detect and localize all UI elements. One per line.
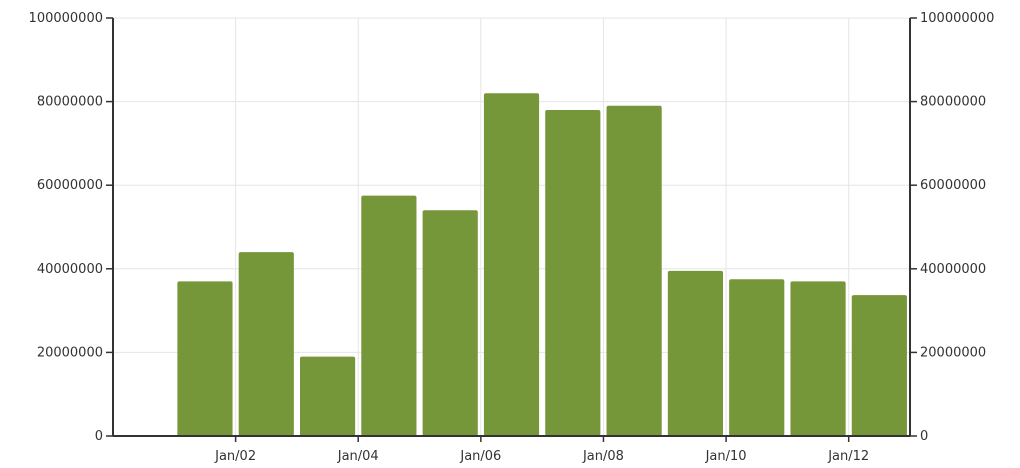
bar-2003 xyxy=(299,356,356,436)
right-y-tick-label: 20000000 xyxy=(920,345,986,360)
x-tick-label: Jan/02 xyxy=(214,449,256,464)
bar-2009 xyxy=(667,270,724,436)
bar-2012 xyxy=(851,295,907,436)
left-y-tick-label: 100000000 xyxy=(29,11,103,26)
bar-2004 xyxy=(361,195,417,436)
bar-2005 xyxy=(422,210,478,436)
right-y-tick-label: 60000000 xyxy=(920,178,986,193)
x-tick-label: Jan/08 xyxy=(582,449,624,464)
right-y-tick-label: 0 xyxy=(920,429,928,444)
left-y-tick-label: 20000000 xyxy=(37,345,103,360)
x-tick-label: Jan/10 xyxy=(705,449,747,464)
right-y-tick-label: 40000000 xyxy=(920,262,986,277)
bar-2001 xyxy=(177,281,233,436)
x-tick-label: Jan/06 xyxy=(459,449,501,464)
axes xyxy=(112,18,911,437)
right-y-tick-label: 100000000 xyxy=(920,11,994,26)
bar-2006 xyxy=(483,93,540,437)
bar-series xyxy=(177,93,907,437)
bar-2011 xyxy=(790,281,846,436)
x-tick-label: Jan/04 xyxy=(337,449,379,464)
left-y-tick-label: 60000000 xyxy=(37,178,103,193)
tick-labels: 0 0 20000000 20000000 40000000 40000000 600000… xyxy=(29,11,995,464)
right-y-tick-label: 80000000 xyxy=(920,95,986,110)
bar-2008 xyxy=(606,105,662,436)
left-y-tick-label: 80000000 xyxy=(37,95,103,110)
x-tick-label: Jan/12 xyxy=(827,449,869,464)
bar-2010 xyxy=(729,279,785,436)
left-y-tick-label: 0 xyxy=(95,429,103,444)
bar-2007 xyxy=(545,109,601,437)
left-y-tick-label: 40000000 xyxy=(37,262,103,277)
bar-2002 xyxy=(238,252,294,436)
